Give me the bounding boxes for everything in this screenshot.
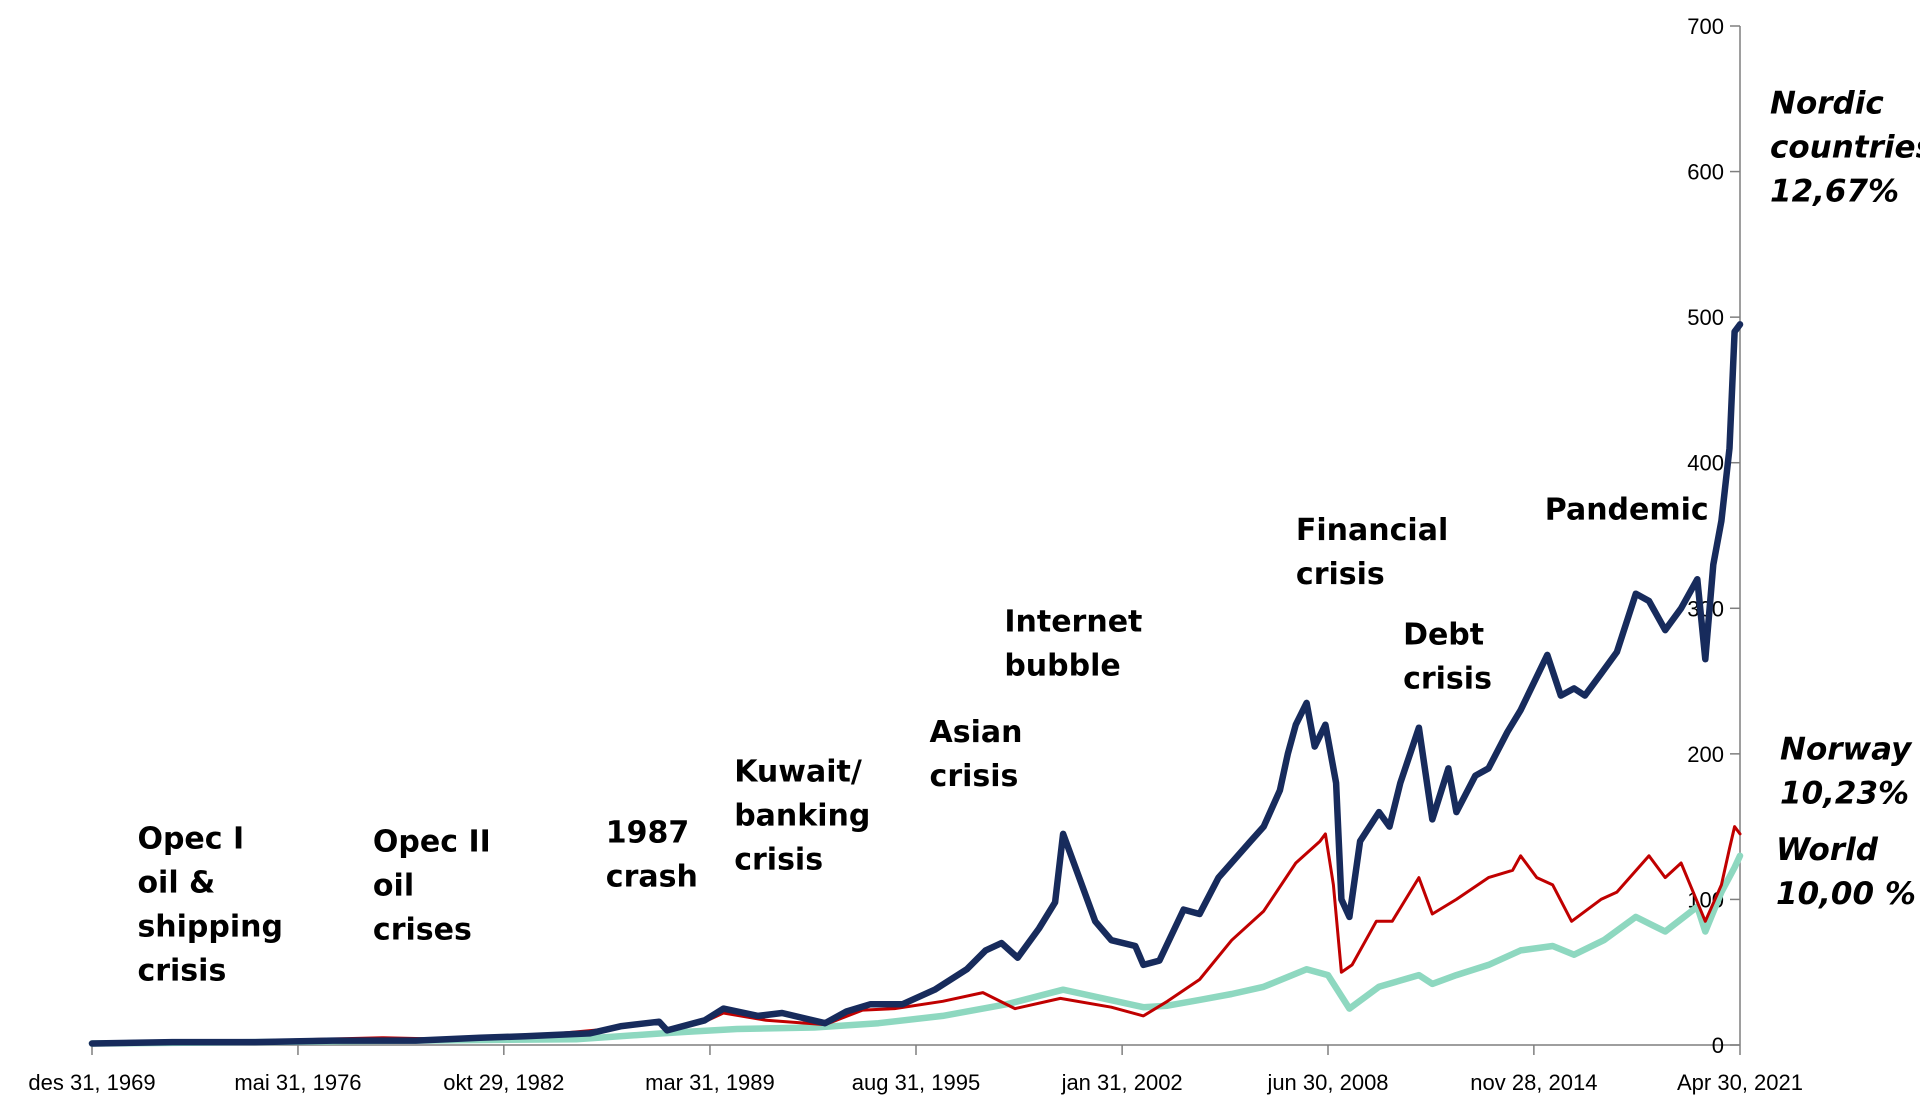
- event-annotation-line: Opec I: [137, 821, 244, 856]
- x-tick-label: mar 31, 1989: [645, 1070, 775, 1095]
- series-end-label-line: World: [1776, 832, 1879, 868]
- x-tick-label: jan 31, 2002: [1061, 1070, 1183, 1095]
- event-annotation: Opec II oil crises: [373, 824, 491, 947]
- x-tick-label: mai 31, 1976: [234, 1070, 361, 1095]
- x-tick-label: nov 28, 2014: [1470, 1070, 1597, 1095]
- x-tick-label: jun 30, 2008: [1266, 1070, 1388, 1095]
- event-annotation: Financial crisis: [1296, 513, 1448, 592]
- x-tick-label: aug 31, 1995: [852, 1070, 980, 1095]
- y-tick-label: 200: [1687, 742, 1724, 767]
- event-annotation-line: crisis: [734, 843, 823, 878]
- event-annotation: Pandemic: [1545, 492, 1709, 527]
- y-tick-label: 400: [1687, 451, 1724, 476]
- event-annotation-line: Internet: [1004, 605, 1142, 640]
- event-annotation-line: banking: [734, 799, 870, 834]
- series-label-layer: Nordic countries 12,67% Norway 10,23% World 10…: [1770, 85, 1920, 912]
- series-line-norway: [90, 825, 1742, 1045]
- event-annotation: Asian crisis: [930, 715, 1023, 794]
- x-tick-label: okt 29, 1982: [443, 1070, 564, 1095]
- event-annotation-line: Opec II: [373, 824, 491, 859]
- event-annotation: Opec I oil & shipping crisis: [137, 821, 283, 988]
- event-annotation-line: Financial: [1296, 513, 1448, 548]
- x-tick-label: des 31, 1969: [28, 1070, 155, 1095]
- event-annotation-line: oil &: [137, 865, 215, 900]
- event-annotation-line: crisis: [930, 759, 1019, 794]
- series-end-label-line: countries: [1770, 129, 1920, 165]
- event-annotation-line: Asian: [930, 715, 1023, 750]
- y-tick-label: 500: [1687, 305, 1724, 330]
- series-end-label: World 10,00 %: [1776, 832, 1916, 912]
- event-annotation-line: 1987: [606, 816, 690, 851]
- event-annotation-line: crises: [373, 912, 472, 947]
- event-annotation-line: crash: [606, 860, 698, 895]
- y-tick-label: 700: [1687, 14, 1724, 39]
- series-end-label-line: 10,00 %: [1776, 876, 1916, 912]
- series-line-world: [88, 852, 1744, 1047]
- series-layer: [88, 321, 1744, 1047]
- event-annotation: Kuwait/banking crisis: [734, 755, 870, 878]
- series-line-nordic-countries: [88, 321, 1744, 1047]
- event-annotation-line: crisis: [1296, 557, 1385, 592]
- event-annotation-line: crisis: [1403, 662, 1492, 697]
- event-annotation-line: Kuwait/: [734, 755, 862, 790]
- event-annotation-line: oil: [373, 868, 414, 903]
- event-annotation-line: shipping: [137, 909, 283, 944]
- series-end-label-line: 10,23%: [1780, 776, 1909, 812]
- event-annotation-line: crisis: [137, 953, 226, 988]
- y-tick-label: 0: [1712, 1033, 1724, 1058]
- series-end-label-line: Nordic: [1770, 85, 1884, 121]
- series-end-label: Nordic countries 12,67%: [1770, 85, 1920, 209]
- event-annotation: 1987 crash: [606, 816, 698, 895]
- event-annotation-line: Pandemic: [1545, 492, 1709, 527]
- annotation-layer: Opec I oil & shipping crisis Opec II oil crise…: [137, 492, 1708, 988]
- event-annotation-line: bubble: [1004, 649, 1120, 684]
- series-end-label-line: Norway: [1780, 732, 1913, 768]
- x-tick-label: Apr 30, 2021: [1677, 1070, 1803, 1095]
- y-tick-label: 600: [1687, 160, 1724, 185]
- series-end-label-line: 12,67%: [1770, 173, 1899, 209]
- event-annotation: Internet bubble: [1004, 605, 1142, 684]
- event-annotation: Debt crisis: [1403, 618, 1492, 697]
- event-annotation-line: Debt: [1403, 618, 1484, 653]
- series-end-label: Norway 10,23%: [1780, 732, 1913, 812]
